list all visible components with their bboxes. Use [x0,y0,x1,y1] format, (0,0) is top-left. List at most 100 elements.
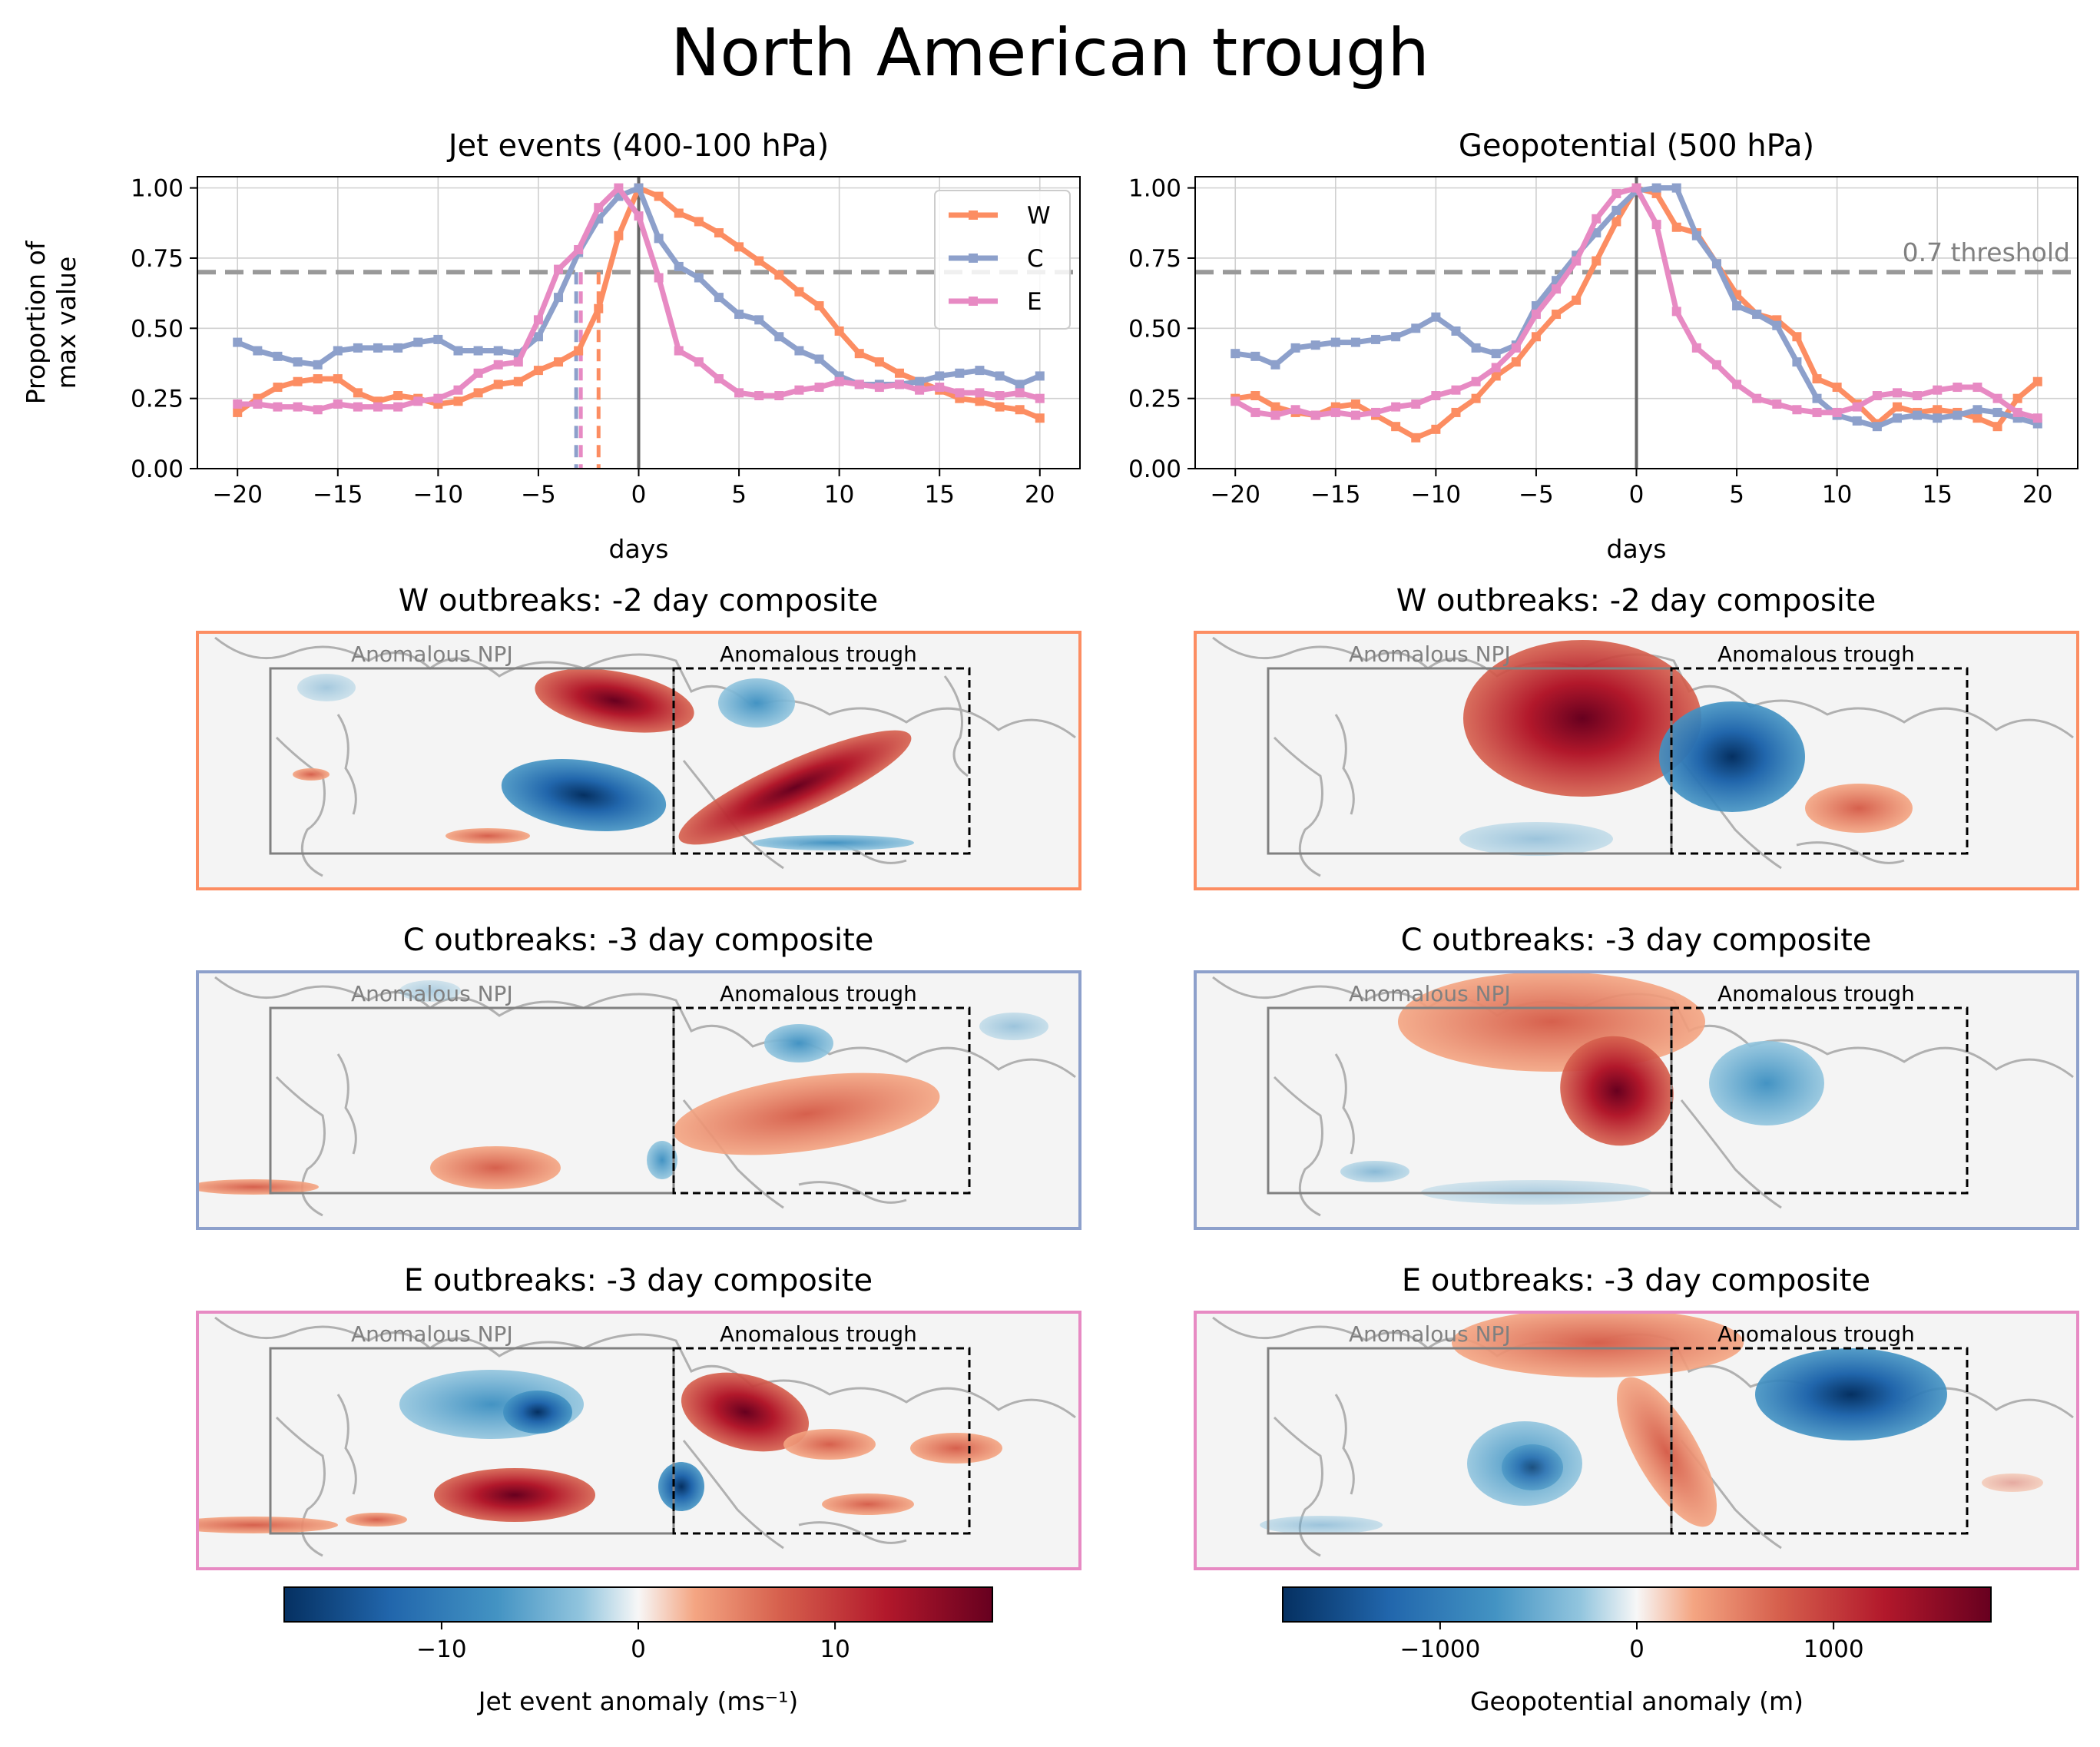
map-geopotential-w: Anomalous NPJ Anomalous trough [1194,631,2079,890]
data-point-C [714,293,724,303]
y-axis-label: Proportion of [21,240,51,404]
data-point-E [694,357,704,367]
y-tick-label: 0.00 [1128,456,1181,483]
data-point-C [1671,183,1681,193]
legend-marker-C [969,254,978,263]
data-point-W [353,388,363,398]
map-title-left-w: W outbreaks: -2 day composite [399,583,878,618]
data-point-W [834,326,844,336]
colorbar-tick-label: 0 [631,1636,646,1663]
data-point-C [533,332,543,342]
data-point-C [1471,343,1481,353]
x-tick-label: 20 [2022,481,2052,509]
data-point-C [493,346,503,356]
y-tick-label: 0.50 [1128,315,1181,343]
x-tick-label: −20 [1211,481,1260,509]
data-point-E [814,383,824,393]
map-jet-e: Anomalous NPJ Anomalous trough [196,1311,1081,1570]
data-point-W [313,374,323,384]
data-point-C [473,346,483,356]
data-point-C [794,346,804,356]
data-point-C [313,360,323,370]
data-point-C [1270,360,1280,370]
data-point-W [1972,413,1982,423]
data-point-C [1651,183,1661,193]
data-point-W [1611,217,1621,227]
x-tick-label: −5 [521,481,556,509]
data-point-C [995,371,1005,381]
npj-box-label: Anomalous NPJ [351,1321,513,1347]
trough-box-label: Anomalous trough [1717,641,1915,667]
data-point-C [453,346,463,356]
y-tick-label: 0.50 [131,315,184,343]
figure-title: North American trough [671,15,1429,91]
legend-label-C: C [1027,245,1044,273]
data-point-C [273,351,283,361]
data-point-W [393,391,403,400]
data-point-E [794,385,804,395]
data-point-E [1290,405,1300,415]
data-point-C [754,315,764,325]
x-tick-label: −10 [1411,481,1461,509]
data-point-W [995,402,1005,412]
data-point-C [774,332,784,342]
data-point-E [614,183,624,193]
x-tick-label: 20 [1025,481,1055,509]
data-point-C [1371,334,1381,344]
data-point-E [353,402,363,412]
data-point-C [1892,413,1902,423]
data-point-E [1231,396,1240,406]
data-point-E [995,391,1005,400]
data-point-W [1671,222,1681,232]
data-point-E [1691,343,1701,353]
data-point-C [1391,332,1401,342]
data-point-C [1852,416,1862,426]
npj-box-label: Anomalous NPJ [351,981,513,1006]
legend: WCE [934,190,1071,330]
data-point-E [754,391,764,400]
x-axis-label: days [609,534,669,564]
data-point-W [1531,332,1541,342]
map-jet-w: Anomalous NPJ Anomalous trough [196,631,1081,890]
data-point-W [1511,357,1521,367]
data-point-W [2032,376,2042,386]
data-point-E [1330,407,1340,417]
data-point-W [1391,422,1401,432]
data-point-C [1691,230,1701,240]
x-tick-label: −15 [1310,481,1360,509]
data-point-E [854,380,864,390]
data-point-E [253,399,263,409]
data-point-W [1250,391,1260,400]
data-point-C [915,376,925,386]
data-point-E [1772,399,1782,409]
data-point-E [533,315,543,325]
y-tick-label: 1.00 [1128,175,1181,203]
x-tick-label: −10 [413,481,463,509]
map-title-right-e: E outbreaks: -3 day composite [1402,1263,1870,1298]
y-tick-label: 0.25 [1128,386,1181,413]
data-point-E [1531,310,1541,320]
data-point-E [1953,383,1963,393]
colorbar-tick-label: 10 [820,1636,850,1663]
y-tick-label: 0.25 [131,386,184,413]
data-point-W [1892,402,1902,412]
data-point-C [373,343,383,353]
data-point-C [1792,357,1802,367]
data-point-E [674,346,684,356]
legend-label-E: E [1027,288,1042,316]
data-point-C [1491,349,1501,359]
data-point-C [634,183,644,193]
data-point-E [1832,407,1842,417]
data-point-C [554,293,564,303]
data-point-C [1732,301,1742,311]
data-point-C [1411,323,1421,333]
data-point-E [493,360,503,370]
data-point-W [533,366,543,376]
y-axis-label: max value [51,257,81,390]
colorbar-tick-label: 1000 [1804,1636,1864,1663]
y-tick-label: 0.00 [131,456,184,483]
data-point-E [1592,214,1601,224]
data-point-W [1792,332,1802,342]
data-point-W [1592,256,1601,266]
